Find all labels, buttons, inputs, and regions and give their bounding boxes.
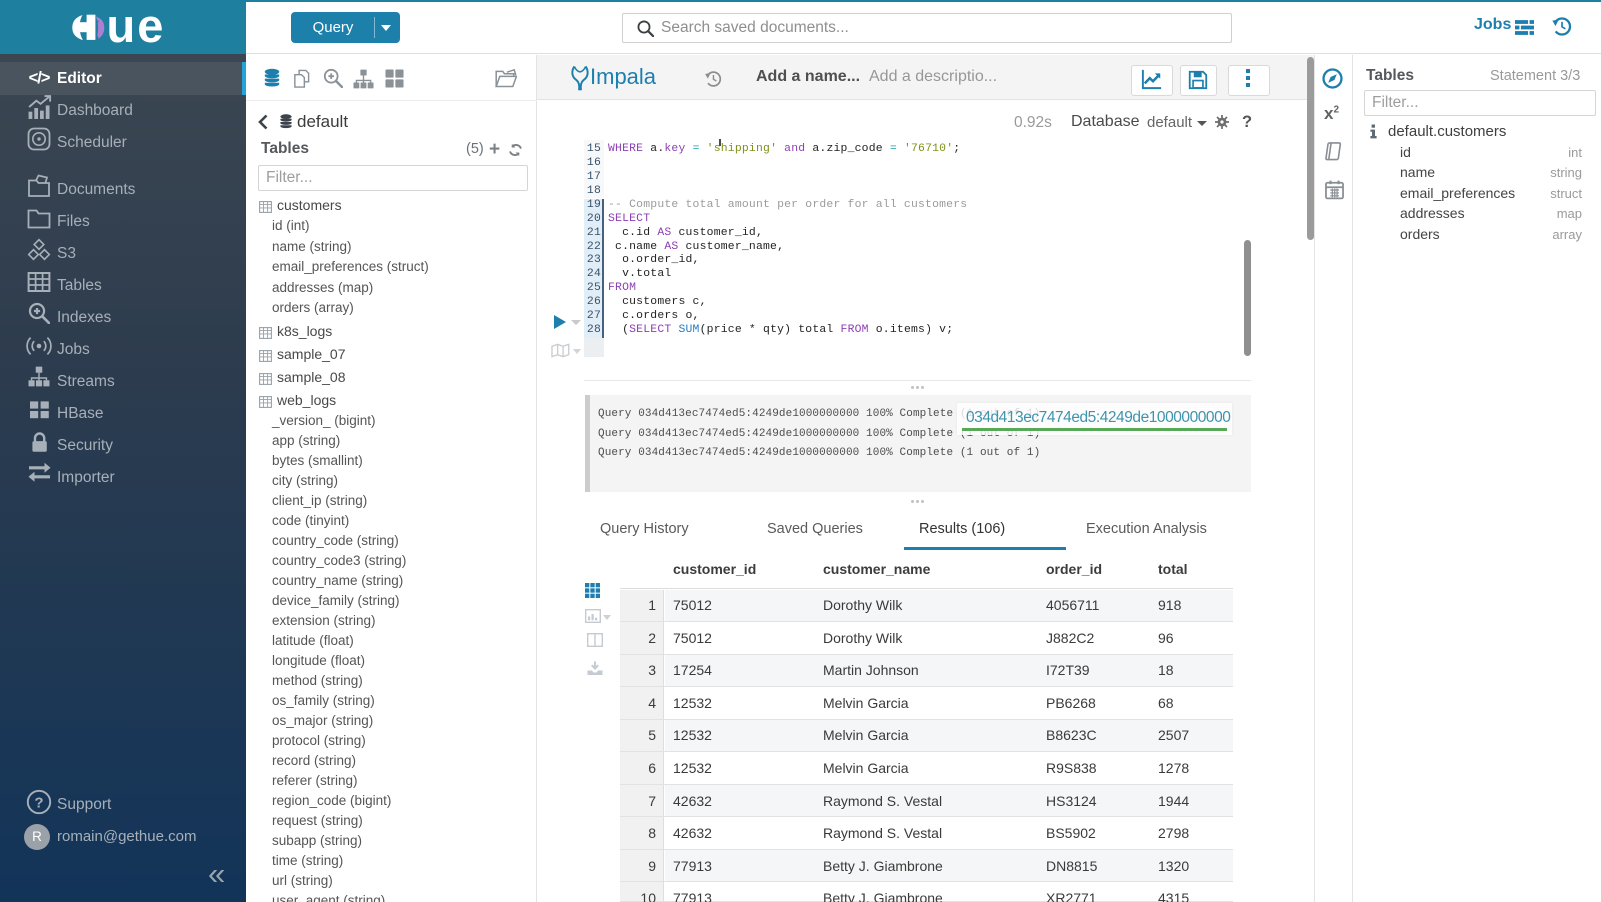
svg-text:?: ? bbox=[34, 794, 43, 811]
svg-text:ue: ue bbox=[107, 2, 166, 52]
